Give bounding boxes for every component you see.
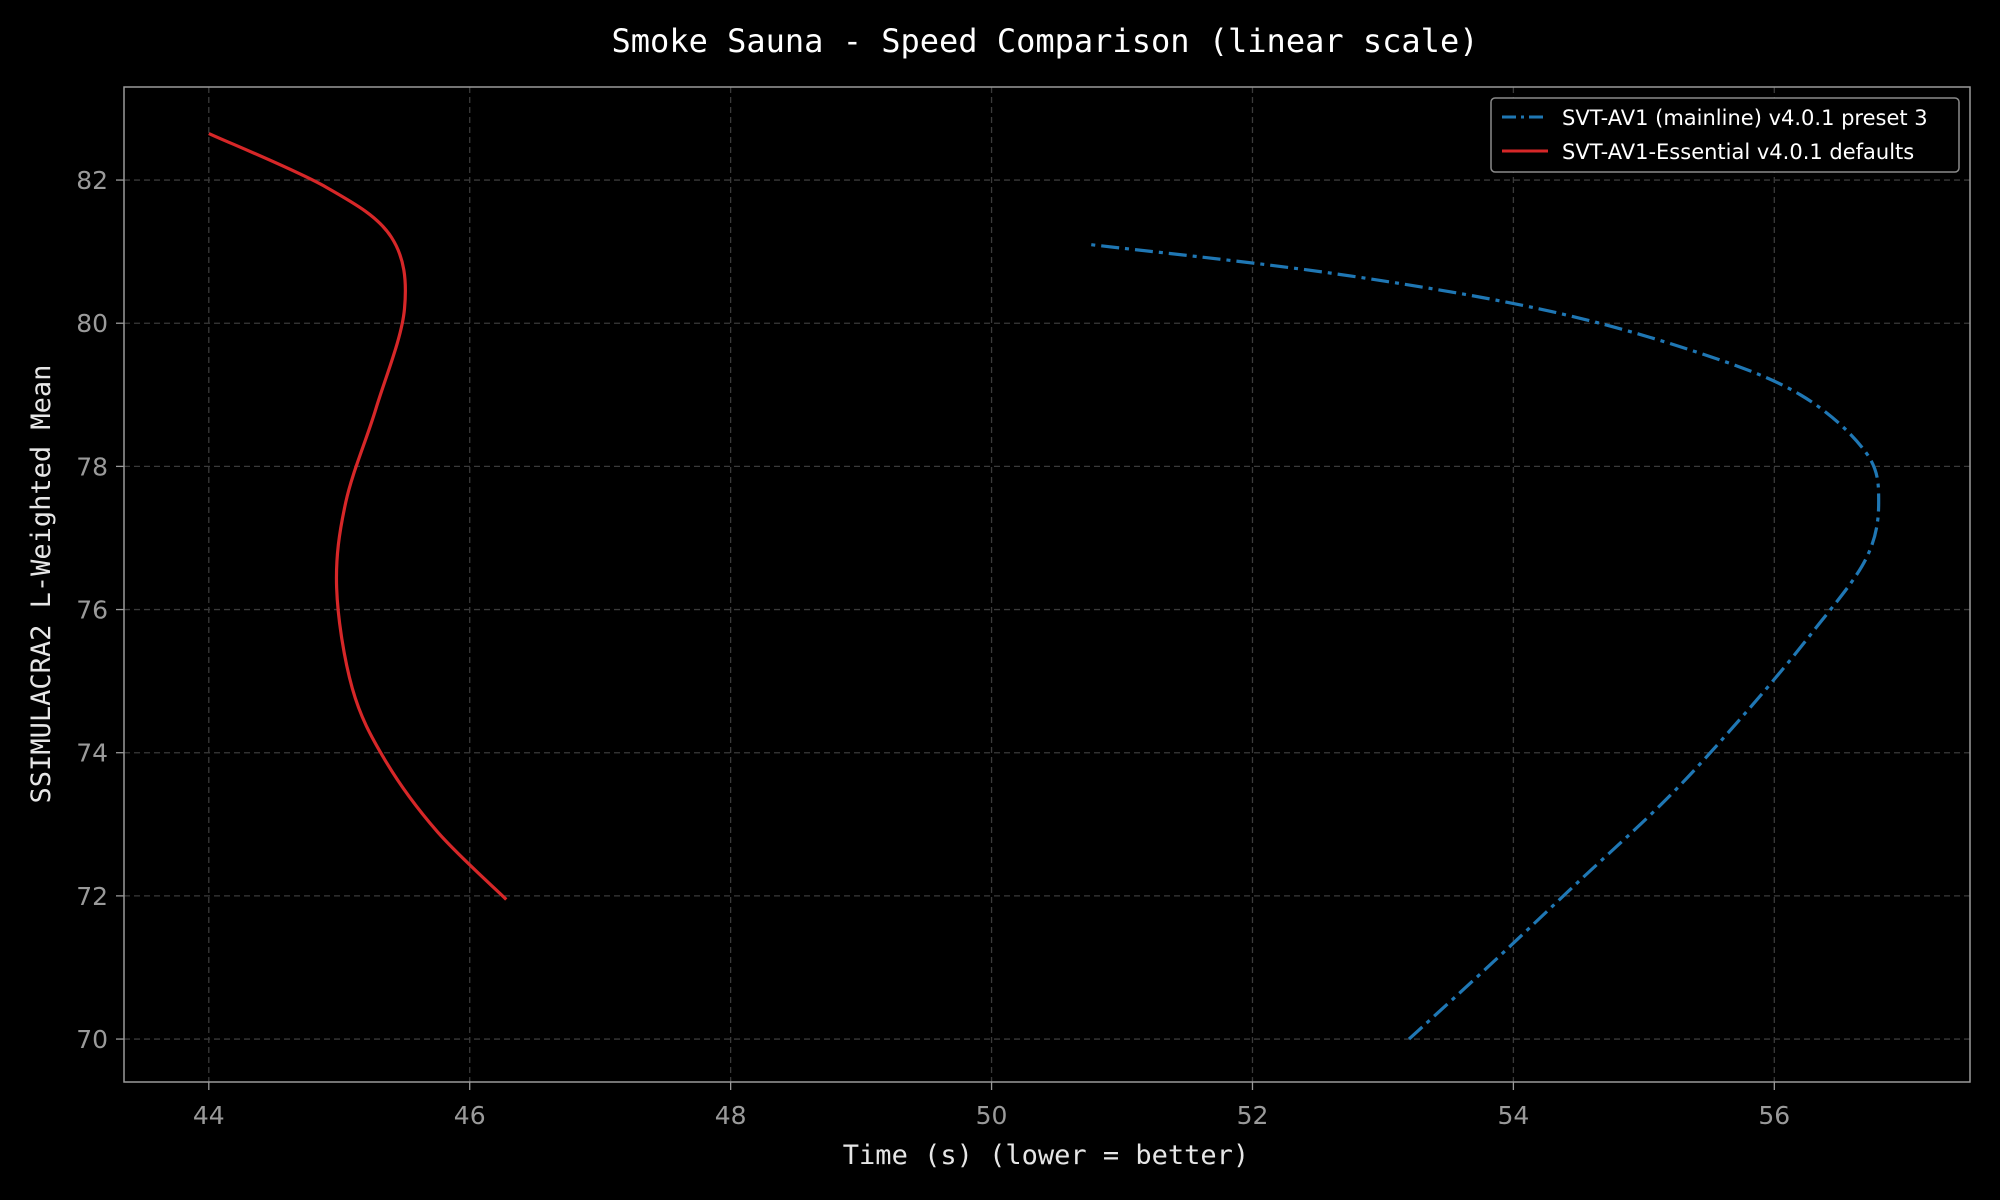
y-tick-label: 82	[76, 166, 108, 195]
x-tick-label: 46	[454, 1101, 486, 1130]
y-tick-label: 74	[76, 739, 108, 768]
x-tick-label: 48	[715, 1101, 747, 1130]
y-axis-label: SSIMULACRA2 L-Weighted Mean	[26, 365, 57, 804]
x-tick-label: 52	[1237, 1101, 1269, 1130]
series-line-svt-av1-essential	[208, 132, 508, 901]
chart-title: Smoke Sauna - Speed Comparison (linear s…	[612, 22, 1479, 60]
grid	[124, 87, 1970, 1082]
axis-ticks: 44 46 48 50 52 54 56 70 72 74 76 78 80 82	[76, 166, 1790, 1130]
x-tick-label: 54	[1497, 1101, 1529, 1130]
y-tick-label: 72	[76, 882, 108, 911]
plot-area-frame	[123, 86, 1971, 1083]
y-tick-label: 76	[76, 596, 108, 625]
series-lines	[208, 132, 1881, 1041]
y-tick-label: 80	[76, 309, 108, 338]
x-tick-label: 50	[976, 1101, 1008, 1130]
y-tick-label: 78	[76, 452, 108, 481]
series-line-svt-av1-mainline	[1089, 242, 1881, 1041]
x-tick-label: 56	[1758, 1101, 1790, 1130]
legend-label-svt-av1-essential: SVT-AV1-Essential v4.0.1 defaults	[1562, 140, 1914, 164]
legend: SVT-AV1 (mainline) v4.0.1 preset 3 SVT-A…	[1490, 97, 1960, 173]
y-tick-label: 70	[76, 1025, 108, 1054]
legend-label-svt-av1-mainline: SVT-AV1 (mainline) v4.0.1 preset 3	[1562, 106, 1928, 130]
legend-box	[1490, 97, 1960, 173]
x-axis-label: Time (s) (lower = better)	[843, 1140, 1249, 1171]
x-tick-label: 44	[193, 1101, 225, 1130]
